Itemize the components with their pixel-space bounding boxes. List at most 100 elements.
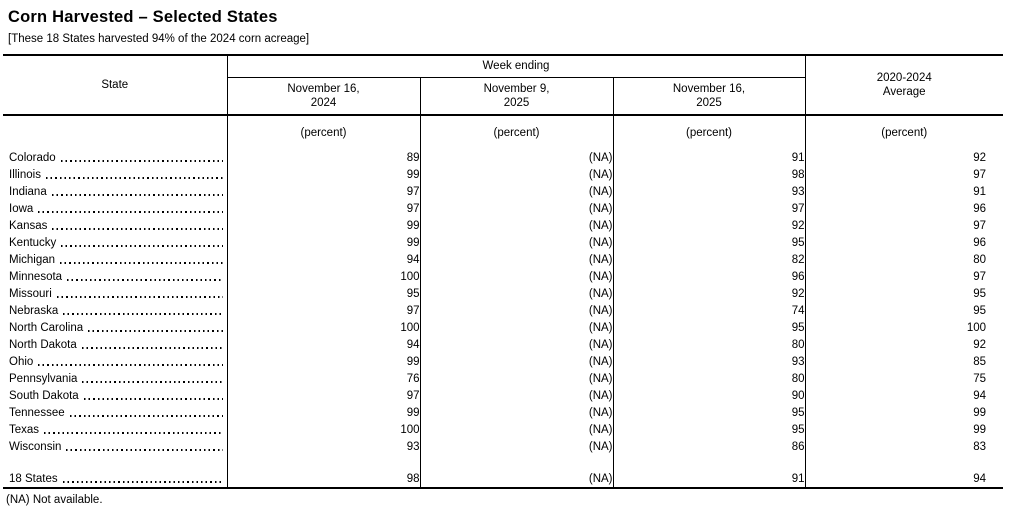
value-nov9-2025: (NA) xyxy=(419,353,613,370)
dot-leader xyxy=(44,431,223,434)
value-avg-2020-2024: 100 xyxy=(804,319,1003,336)
state-cell: Indiana xyxy=(3,183,227,200)
dot-leader xyxy=(81,346,223,349)
value-nov9-2025: (NA) xyxy=(419,285,613,302)
table-row: Michigan 94 (NA) 82 80 xyxy=(3,251,1003,268)
value-avg-2020-2024: 85 xyxy=(804,353,1003,370)
value-nov16-2025: 92 xyxy=(612,285,805,302)
dot-leader xyxy=(61,244,223,247)
dot-leader xyxy=(60,159,223,162)
value-nov9-2025: (NA) xyxy=(419,234,613,251)
column-header-nov16-2025: November 16, 2025 xyxy=(612,77,805,116)
state-name: Kentucky xyxy=(9,236,57,249)
state-name: Pennsylvania xyxy=(9,372,78,385)
value-nov9-2025: (NA) xyxy=(419,438,613,455)
unit-blank-cell xyxy=(3,115,227,149)
page-subtitle: [These 18 States harvested 94% of the 20… xyxy=(8,33,310,45)
state-cell: North Carolina xyxy=(3,319,227,336)
dot-leader xyxy=(38,363,223,366)
value-avg-2020-2024: 96 xyxy=(804,200,1003,217)
dot-leader xyxy=(62,481,223,483)
table-row: Missouri 95 (NA) 92 95 xyxy=(3,285,1003,302)
value-nov9-2025: (NA) xyxy=(419,268,613,285)
value-nov16-2025: 97 xyxy=(612,200,805,217)
value-nov9-2025: (NA) xyxy=(419,149,613,166)
dot-leader xyxy=(88,329,223,332)
value-nov16-2025: 93 xyxy=(612,183,805,200)
value-nov16-2024: 95 xyxy=(226,285,420,302)
state-cell: Texas xyxy=(3,421,227,438)
value-nov16-2024: 100 xyxy=(226,421,420,438)
state-name: Texas xyxy=(9,423,40,436)
state-cell: Minnesota xyxy=(3,268,227,285)
header-date-row: November 16, 2024 November 9, 2025 Novem… xyxy=(3,77,1003,116)
value-nov16-2025: 95 xyxy=(612,421,805,438)
dot-leader xyxy=(83,397,223,400)
unit-row: (percent) (percent) (percent) (percent) xyxy=(3,115,1003,149)
value-nov9-2025: (NA) xyxy=(419,387,613,404)
total-row: 18 States 98 (NA) 91 94 xyxy=(3,471,1003,489)
state-name: Minnesota xyxy=(9,270,63,283)
value-nov9-2025: (NA) xyxy=(419,251,613,268)
total-state-cell: 18 States xyxy=(3,471,227,489)
state-name: Colorado xyxy=(9,151,56,164)
value-nov16-2025: 86 xyxy=(612,438,805,455)
value-nov16-2025: 92 xyxy=(612,217,805,234)
unit-label: (percent) xyxy=(612,115,805,149)
state-cell: Colorado xyxy=(3,149,227,166)
value-nov16-2024: 94 xyxy=(226,336,420,353)
table-row: Colorado 89 (NA) 91 92 xyxy=(3,149,1003,166)
dot-leader xyxy=(45,176,223,179)
value-nov16-2025: 98 xyxy=(612,166,805,183)
dot-leader xyxy=(63,312,223,315)
dot-leader xyxy=(52,227,223,230)
value-nov16-2025: 91 xyxy=(612,471,805,489)
na-footnote: (NA) Not available. xyxy=(6,494,103,506)
value-nov16-2025: 95 xyxy=(612,404,805,421)
value-avg-2020-2024: 99 xyxy=(804,404,1003,421)
table-row: Nebraska 97 (NA) 74 95 xyxy=(3,302,1003,319)
state-name: Kansas xyxy=(9,219,48,232)
value-nov16-2024: 99 xyxy=(226,234,420,251)
state-name: Wisconsin xyxy=(9,440,62,453)
dot-leader xyxy=(38,210,223,213)
state-cell: Pennsylvania xyxy=(3,370,227,387)
value-avg-2020-2024: 92 xyxy=(804,336,1003,353)
unit-label: (percent) xyxy=(419,115,613,149)
corn-harvested-table: State Week ending 2020-2024 Average Nove… xyxy=(3,54,1003,489)
value-avg-2020-2024: 99 xyxy=(804,421,1003,438)
value-nov16-2025: 74 xyxy=(612,302,805,319)
value-avg-2020-2024: 95 xyxy=(804,285,1003,302)
state-name: Iowa xyxy=(9,202,34,215)
value-avg-2020-2024: 97 xyxy=(804,217,1003,234)
value-avg-2020-2024: 75 xyxy=(804,370,1003,387)
value-nov16-2024: 97 xyxy=(226,387,420,404)
unit-label: (percent) xyxy=(226,115,420,149)
state-name: South Dakota xyxy=(9,389,79,402)
value-nov9-2025: (NA) xyxy=(419,200,613,217)
value-avg-2020-2024: 94 xyxy=(804,471,1003,489)
value-nov16-2024: 99 xyxy=(226,166,420,183)
table-row: South Dakota 97 (NA) 90 94 xyxy=(3,387,1003,404)
value-nov16-2024: 98 xyxy=(226,471,420,489)
value-nov9-2025: (NA) xyxy=(419,319,613,336)
value-nov16-2024: 93 xyxy=(226,438,420,455)
state-name: 18 States xyxy=(9,473,58,485)
dot-leader xyxy=(69,414,223,417)
value-nov9-2025: (NA) xyxy=(419,166,613,183)
value-avg-2020-2024: 91 xyxy=(804,183,1003,200)
state-name: Ohio xyxy=(9,355,34,368)
value-nov16-2024: 97 xyxy=(226,183,420,200)
value-nov9-2025: (NA) xyxy=(419,217,613,234)
table-footer-rows: 18 States 98 (NA) 91 94 xyxy=(3,455,1003,489)
state-cell: South Dakota xyxy=(3,387,227,404)
value-nov16-2024: 76 xyxy=(226,370,420,387)
column-header-nov16-2024: November 16, 2024 xyxy=(226,77,420,116)
table-row: Texas 100 (NA) 95 99 xyxy=(3,421,1003,438)
state-name: Illinois xyxy=(9,168,41,181)
value-nov16-2025: 90 xyxy=(612,387,805,404)
value-nov16-2024: 97 xyxy=(226,302,420,319)
table-body: Colorado 89 (NA) 91 92 Illinois 99 (NA) … xyxy=(3,149,1003,455)
dot-leader xyxy=(67,278,223,281)
state-cell: Wisconsin xyxy=(3,438,227,455)
